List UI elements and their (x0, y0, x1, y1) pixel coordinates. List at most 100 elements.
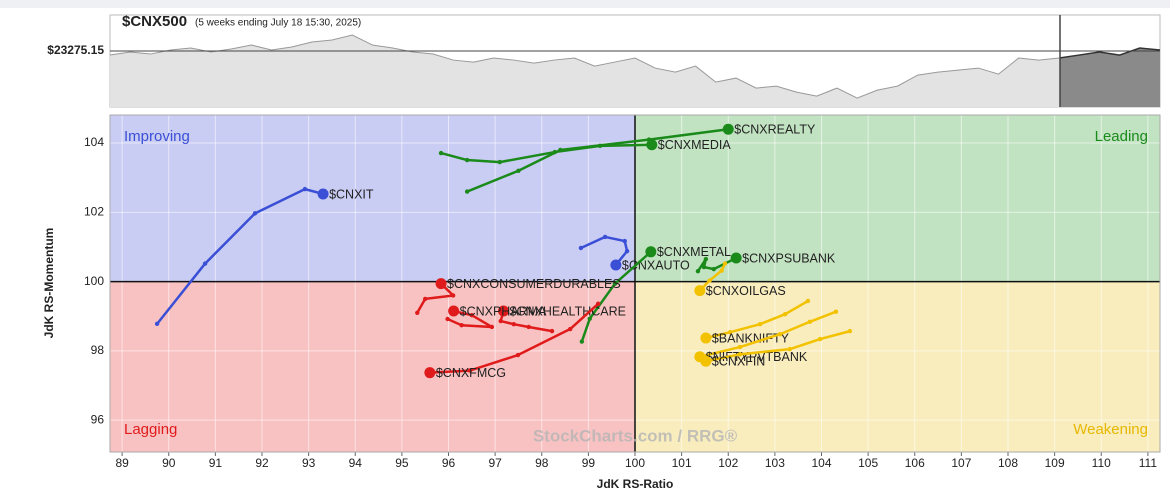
series-label: $CNXPHARMA (460, 304, 547, 318)
price-area (110, 35, 1060, 107)
tail-point (464, 157, 470, 163)
tail-point (445, 316, 450, 322)
series-label: $BANKNIFTY (712, 331, 790, 345)
quadrant-label: Lagging (124, 421, 177, 438)
quadrant (110, 281, 635, 452)
series-label: $NIFTYPVTBANK (706, 350, 808, 364)
series-label: $CNXREALTY (734, 122, 816, 136)
tail (580, 250, 652, 342)
series-label: $CNXOILGAS (706, 284, 786, 298)
x-tick-label: 111 (1139, 456, 1158, 470)
tail-point (833, 309, 839, 314)
tail (416, 282, 455, 314)
head-marker (645, 246, 657, 258)
head-marker (700, 332, 712, 344)
series-label: $CNXIT (329, 187, 374, 201)
tail-point (526, 324, 531, 330)
tail-point (782, 311, 788, 317)
head-marker (700, 355, 712, 367)
x-tick-label: 103 (765, 456, 785, 470)
series-label: $CNXMEDIA (658, 138, 732, 152)
head-marker (694, 285, 706, 297)
tail-point (459, 323, 464, 328)
head-marker (610, 259, 622, 271)
x-tick-label: 101 (672, 456, 692, 470)
tail-point (422, 296, 428, 302)
plot-border (109, 114, 1161, 453)
x-tick-label: 109 (1045, 456, 1065, 470)
series-label: $CNXAUTO (622, 258, 690, 272)
y-tick-label: 100 (84, 274, 104, 288)
tail-point (511, 321, 516, 327)
tail-point (552, 149, 558, 155)
tail-point (597, 143, 603, 149)
tail-point (787, 346, 792, 352)
tail (440, 143, 652, 164)
tail-point (464, 189, 470, 194)
top-band (0, 0, 1170, 8)
tail-point (202, 261, 208, 266)
quadrant (635, 281, 1160, 452)
x-tick-label: 94 (349, 456, 363, 470)
tail-point (701, 264, 707, 270)
price-area-current (1060, 48, 1160, 107)
y-tick-label: 104 (84, 135, 104, 149)
tail-point (489, 324, 495, 330)
tail (698, 263, 727, 292)
head-marker (448, 305, 460, 317)
x-tick-label: 90 (162, 456, 176, 470)
tail-point (498, 318, 503, 324)
series-label: $CNXMETAL (657, 245, 731, 259)
price-subtitle: (5 weeks ending July 18 15:30, 2025) (195, 18, 361, 29)
series-label: $CNXFMCG (436, 366, 506, 380)
x-tick-label: 99 (582, 456, 596, 470)
x-tick-label: 97 (488, 456, 502, 470)
series-label: $CNXCONSUMERDURABLES (447, 277, 621, 291)
quadrant-label: Leading (1095, 128, 1148, 145)
tail-point (467, 368, 473, 373)
head-marker (730, 252, 742, 264)
tail-point (707, 278, 712, 283)
head-marker (317, 188, 329, 200)
tail-point (516, 168, 521, 173)
x-tick-label: 106 (905, 456, 925, 470)
tail-point (469, 312, 475, 318)
tail-point (711, 266, 716, 272)
x-tick-label: 98 (535, 456, 549, 470)
x-tick-label: 100 (625, 456, 645, 470)
x-tick-label: 89 (115, 456, 129, 470)
tail-point (567, 326, 573, 332)
head-marker (646, 139, 658, 151)
price-title: $CNX500 (122, 13, 187, 30)
tail-point (549, 328, 555, 334)
tail-point (497, 159, 502, 165)
series-label: $CNXPSUBANK (742, 251, 836, 265)
tail-point (807, 319, 813, 324)
x-tick-label: 102 (718, 456, 738, 470)
x-tick-label: 104 (811, 456, 831, 470)
y-axis-title: JdK RS-Momentum (42, 228, 56, 339)
tail-point (719, 268, 724, 273)
tail-point (727, 329, 733, 335)
tail-point (154, 321, 160, 327)
series-label: $CNXHEALTHCARE (510, 304, 626, 318)
reference-label: $23275.15 (47, 43, 104, 57)
tail-point (722, 261, 728, 266)
tail-point (737, 344, 743, 350)
tail-point (737, 352, 743, 357)
y-tick-label: 102 (84, 204, 104, 218)
head-marker (435, 278, 447, 290)
quadrant-label: Weakening (1073, 421, 1148, 438)
tail-point (703, 256, 709, 262)
price-line (109, 34, 1161, 99)
tail-point (252, 211, 258, 216)
x-tick-label: 105 (858, 456, 878, 470)
tail-point (415, 310, 420, 315)
tail-point (515, 352, 521, 358)
x-tick-label: 91 (209, 456, 223, 470)
tail-point (622, 238, 627, 244)
tail-point (595, 301, 601, 306)
